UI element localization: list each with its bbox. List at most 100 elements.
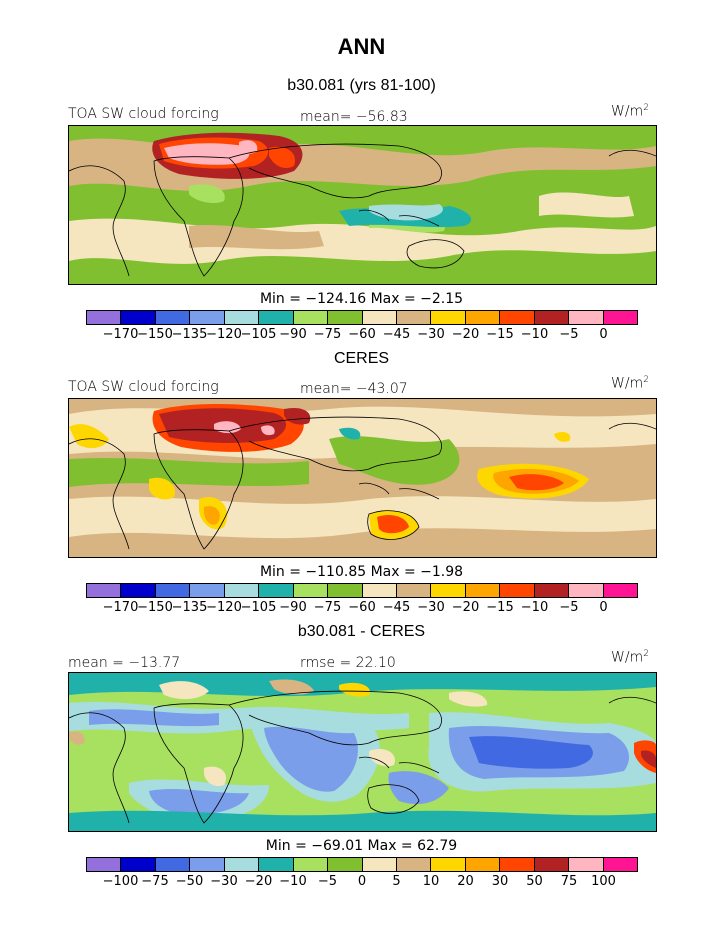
panel-3-minmax: Min = −69.01 Max = 62.79 bbox=[265, 838, 458, 854]
colorbar-swatch bbox=[500, 311, 535, 324]
colorbar-tick-label: −20 bbox=[451, 327, 480, 342]
colorbar-swatch bbox=[259, 858, 294, 871]
colorbar-swatch bbox=[259, 584, 294, 597]
colorbar-swatch bbox=[190, 584, 225, 597]
colorbar-swatch bbox=[121, 858, 156, 871]
colorbar-swatch bbox=[362, 858, 397, 871]
colorbar-swatch bbox=[396, 858, 432, 871]
colorbar-tick-label: −170 bbox=[102, 327, 139, 342]
colorbar-swatch bbox=[500, 584, 535, 597]
colorbar-swatch bbox=[87, 311, 122, 324]
colorbar-swatch bbox=[293, 858, 329, 871]
colorbar-swatch bbox=[569, 584, 604, 597]
colorbar-swatch bbox=[328, 858, 363, 871]
colorbar-tick-label: −120 bbox=[206, 600, 242, 615]
colorbar-swatch bbox=[603, 584, 637, 597]
colorbar-tick-label: 5 bbox=[392, 874, 401, 889]
colorbar-swatch bbox=[500, 858, 535, 871]
colorbar-swatch bbox=[87, 858, 122, 871]
colorbar-swatch bbox=[190, 858, 225, 871]
colorbar-swatch bbox=[465, 858, 501, 871]
colorbar-swatch bbox=[534, 311, 570, 324]
colorbar-swatch bbox=[362, 584, 397, 597]
colorbar-tick-label: 0 bbox=[599, 600, 608, 615]
panel-1-units: W/m2 bbox=[611, 103, 649, 120]
colorbar-swatch bbox=[87, 584, 122, 597]
colorbar-swatch bbox=[293, 311, 329, 324]
colorbar-tick-label: −90 bbox=[279, 600, 307, 615]
figure-title: ANN bbox=[337, 34, 386, 59]
colorbar-tick-label: −30 bbox=[417, 600, 445, 615]
panel-3-mean-label: mean = −13.77 bbox=[68, 655, 181, 671]
panel-2-minmax: Min = −110.85 Max = −1.98 bbox=[259, 564, 464, 580]
colorbar-swatch bbox=[293, 584, 329, 597]
colorbar-tick-label: −20 bbox=[451, 600, 480, 615]
panel-1-minmax: Min = −124.16 Max = −2.15 bbox=[259, 291, 464, 307]
colorbar-swatch bbox=[396, 311, 432, 324]
colorbar-swatch bbox=[224, 311, 260, 324]
colorbar-tick-label: −10 bbox=[520, 600, 549, 615]
colorbar-tick-label: −10 bbox=[520, 327, 549, 342]
colorbar-tick-label: 0 bbox=[357, 874, 367, 889]
colorbar-tick-label: −45 bbox=[382, 600, 411, 615]
colorbar-swatch bbox=[155, 311, 191, 324]
colorbar-swatch bbox=[431, 858, 466, 871]
colorbar-tick-label: −5 bbox=[317, 874, 338, 889]
panel-1-colorbar-ticks: −170 −15 0 −135 −120 −105 −90 −75 −60 −45 −30 −20 −1… bbox=[86, 327, 638, 343]
colorbar-tick-label: 75 bbox=[560, 874, 578, 889]
colorbar-tick-label: −170 bbox=[102, 600, 139, 615]
panel-1-map bbox=[68, 125, 657, 285]
colorbar-tick-label: −90 bbox=[279, 327, 307, 342]
colorbar-tick-label: 20 bbox=[457, 874, 474, 889]
panel-3-rmse-label: rmse = 22.10 bbox=[300, 655, 396, 671]
colorbar-tick-label: 0 bbox=[599, 327, 608, 342]
colorbar-tick-label: −5 bbox=[559, 600, 579, 615]
colorbar-swatch bbox=[121, 311, 156, 324]
colorbar-tick-label: 10 bbox=[422, 874, 440, 889]
panel-1-field-label: TOA SW cloud forcing bbox=[68, 106, 219, 122]
colorbar-swatch bbox=[328, 584, 363, 597]
panel-3-colorbar-ticks: −100 −75 −50 −30 −20 −10 −5 0 5 10 20 30 50 75 100 bbox=[86, 874, 638, 890]
colorbar-tick-label: −15 bbox=[486, 327, 514, 342]
panel-2-mean-label: mean= −43.07 bbox=[300, 381, 408, 397]
colorbar-swatch bbox=[569, 858, 604, 871]
colorbar-swatch bbox=[603, 858, 637, 871]
colorbar-swatch bbox=[465, 584, 501, 597]
colorbar-tick-label: 30 bbox=[491, 874, 509, 889]
panel-1-title: b30.081 (yrs 81-100) bbox=[287, 77, 436, 94]
colorbar-tick-label: −75 bbox=[313, 600, 342, 615]
colorbar-swatch bbox=[259, 311, 294, 324]
colorbar-swatch bbox=[190, 311, 225, 324]
panel-2-colorbar-ticks: −170 −150 −135 −120 −105 −90 −75 −60 −45 −30 −20 −1… bbox=[86, 600, 638, 616]
colorbar-tick-label: −15 bbox=[486, 600, 514, 615]
colorbar-swatch bbox=[603, 311, 637, 324]
colorbar-swatch bbox=[121, 584, 156, 597]
colorbar-tick-label: −135 bbox=[171, 600, 208, 615]
panel-2-colorbar bbox=[86, 583, 638, 598]
colorbar-swatch bbox=[431, 311, 466, 324]
colorbar-tick-label: −120 bbox=[206, 327, 242, 342]
colorbar-swatch bbox=[534, 584, 570, 597]
colorbar-swatch bbox=[362, 311, 397, 324]
colorbar-swatch bbox=[465, 311, 501, 324]
colorbar-tick-label: −105 bbox=[240, 327, 277, 342]
panel-2-field-label: TOA SW cloud forcing bbox=[68, 379, 219, 395]
colorbar-tick-label: −30 bbox=[417, 327, 445, 342]
panel-1-mean-label: mean= −56.83 bbox=[300, 109, 408, 125]
colorbar-tick-label: −10 bbox=[279, 874, 307, 889]
colorbar-tick-label: −150 bbox=[137, 600, 173, 615]
panel-3-units: W/m2 bbox=[611, 649, 649, 666]
colorbar-tick-label: −75 bbox=[313, 327, 342, 342]
colorbar-tick-label: −45 bbox=[382, 327, 411, 342]
colorbar-tick-label: −135 bbox=[171, 327, 208, 342]
panel-2-units: W/m2 bbox=[611, 375, 649, 392]
colorbar-tick-label: 50 bbox=[526, 874, 543, 889]
panel-3-map bbox=[68, 672, 657, 832]
colorbar-swatch bbox=[328, 311, 363, 324]
colorbar-swatch bbox=[569, 311, 604, 324]
colorbar-tick-label: −60 bbox=[348, 327, 376, 342]
colorbar-swatch bbox=[155, 858, 191, 871]
colorbar-swatch bbox=[155, 584, 191, 597]
colorbar-swatch bbox=[224, 858, 260, 871]
colorbar-tick-label: −30 bbox=[210, 874, 238, 889]
